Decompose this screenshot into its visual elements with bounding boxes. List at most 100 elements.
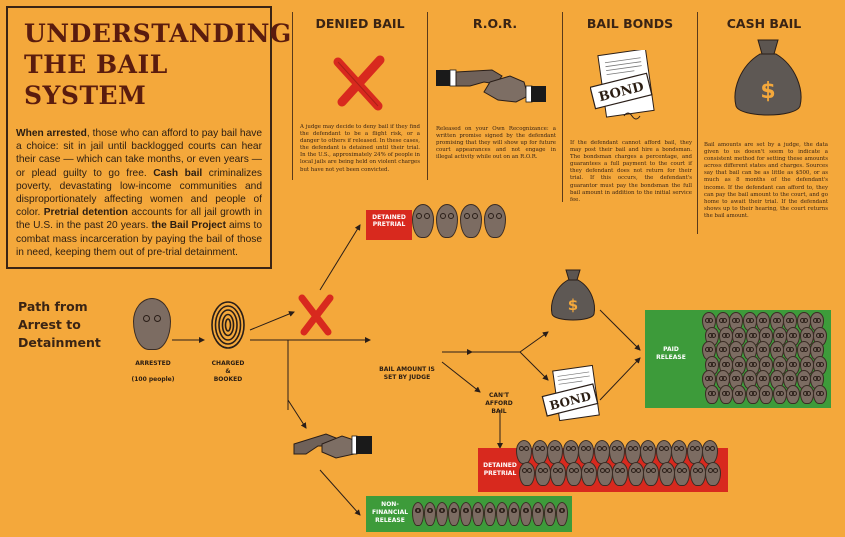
- person-face-icon: [772, 384, 787, 404]
- person-face-icon: [531, 440, 548, 464]
- cant-afford-bail-label: CAN'T AFFORD BAIL: [474, 392, 524, 416]
- intro-panel: UNDERSTANDING THE BAIL SYSTEM When arres…: [6, 6, 292, 269]
- arrested-person-icon: [133, 298, 171, 350]
- detained-top-line-1: DETAINED: [372, 214, 406, 221]
- person-face-icon: [544, 502, 556, 526]
- person-face-icon: [472, 502, 484, 526]
- intro-bold-cash-bail: Cash bail: [153, 167, 203, 179]
- charged-line-2: &: [225, 368, 231, 375]
- cant-afford-line-3: BAIL: [491, 408, 507, 415]
- detained-bottom-line-2: PRETRIAL: [483, 470, 517, 477]
- charged-line-1: CHARGED: [211, 360, 245, 367]
- cant-afford-line-1: CAN'T: [489, 392, 509, 399]
- title-line-1: UNDERSTANDING: [24, 19, 292, 48]
- path-title: Path from Arrest to Detainment: [18, 298, 101, 352]
- detained-bottom-line-1: DETAINED: [483, 462, 517, 469]
- text-ror: Released on your Own Recognizance: a wri…: [436, 126, 556, 161]
- intro-text: When arrested, those who can afford to p…: [16, 127, 262, 259]
- title-line-2: THE BAIL SYSTEM: [24, 50, 168, 110]
- paid-line-2: RELEASE: [656, 354, 686, 361]
- text-denied-bail: A judge may decide to deny bail if they …: [300, 124, 420, 173]
- detained-top-group: [410, 202, 510, 242]
- bail-amount-set-label: BAIL AMOUNT IS SET BY JUDGE: [372, 366, 442, 382]
- intro-bold-arrested: When arrested: [16, 128, 87, 139]
- page-title: UNDERSTANDING THE BAIL SYSTEM: [24, 18, 292, 111]
- person-face-icon: [519, 462, 535, 486]
- person-face-icon: [810, 341, 824, 360]
- svg-text:$: $: [760, 79, 775, 104]
- denied-bail-flow-icon: [298, 294, 334, 336]
- person-face-icon: [578, 440, 594, 464]
- person-face-icon: [596, 462, 613, 486]
- person-face-icon: [565, 462, 582, 486]
- charged-line-3: BOOKED: [213, 376, 243, 383]
- paid-line-1: PAID: [663, 346, 679, 353]
- person-face-icon: [556, 502, 568, 526]
- bail-set-line-2: SET BY JUDGE: [383, 374, 431, 381]
- intro-bold-bail-project: the Bail Project: [151, 220, 226, 232]
- person-face-icon: [547, 440, 563, 464]
- person-face-icon: [643, 462, 659, 486]
- person-face-icon: [732, 384, 746, 404]
- path-title-line-1: Path from: [18, 299, 88, 314]
- person-face-icon: [436, 502, 448, 526]
- person-face-icon: [520, 502, 532, 526]
- person-face-icon: [786, 384, 800, 404]
- bond-document-icon: BOND: [590, 50, 655, 120]
- person-face-icon: [534, 462, 551, 486]
- person-face-icon: [799, 384, 814, 404]
- detained-bottom-group: [516, 438, 728, 490]
- person-face-icon: [484, 502, 496, 526]
- bail-bonds-flow-icon: BOND: [541, 364, 600, 422]
- person-face-icon: [756, 312, 770, 331]
- person-face-icon: [627, 462, 644, 486]
- person-face-icon: [702, 440, 718, 464]
- person-face-icon: [448, 502, 460, 526]
- person-face-icon: [756, 341, 770, 360]
- charged-booked-label: CHARGED & BOOKED: [196, 360, 260, 384]
- person-face-icon: [412, 502, 424, 526]
- person-face-icon: [705, 384, 719, 404]
- path-title-line-3: Detainment: [18, 335, 101, 350]
- text-cash-bail: Bail amounts are set by a judge, the dat…: [704, 142, 828, 219]
- text-bail-bonds: If the defendant cannot afford bail, the…: [570, 140, 692, 203]
- person-face-icon: [640, 440, 656, 464]
- person-face-icon: [516, 440, 532, 464]
- person-face-icon: [496, 502, 508, 526]
- person-face-icon: [705, 462, 721, 486]
- handshake-icon: [436, 69, 546, 103]
- person-face-icon: [562, 440, 579, 464]
- person-face-icon: [810, 312, 824, 331]
- flow-dollar-sign: $: [568, 296, 578, 314]
- intro-sentence-2: criminalizes poverty, devastating low-in…: [16, 167, 263, 219]
- intro-sentence-3: accounts for all jail growth in the U.S.…: [16, 207, 262, 232]
- heading-bail-bonds: BAIL BONDS: [586, 16, 674, 31]
- person-face-icon: [581, 462, 597, 486]
- person-face-icon: [759, 384, 773, 404]
- intro-bold-pretrial: Pretrial detention: [43, 207, 129, 219]
- detained-pretrial-top-box: DETAINED PRETRIAL: [366, 210, 412, 240]
- person-face-icon: [612, 462, 628, 486]
- person-face-icon: [624, 440, 641, 464]
- person-face-icon: [658, 462, 675, 486]
- nonfin-line-3: RELEASE: [375, 517, 405, 524]
- money-bag-icon: $: [734, 39, 802, 116]
- person-face-icon: [686, 440, 703, 464]
- person-face-icon: [508, 502, 520, 526]
- person-face-icon: [593, 440, 610, 464]
- path-title-line-2: Arrest to: [18, 317, 81, 332]
- person-face-icon: [729, 312, 743, 331]
- person-face-icon: [813, 384, 827, 404]
- arrested-label: ARRESTED: [135, 360, 171, 367]
- bail-set-line-1: BAIL AMOUNT IS: [379, 366, 435, 373]
- column-divider: [292, 12, 293, 180]
- person-face-icon: [674, 462, 690, 486]
- ror-flow-icon: [293, 433, 372, 459]
- nonfin-line-1: NON-: [381, 501, 399, 508]
- cant-afford-line-2: AFFORD: [485, 400, 513, 407]
- column-divider: [697, 12, 698, 234]
- arrested-count-label: (100 people): [131, 376, 175, 383]
- person-face-icon: [424, 502, 436, 526]
- heading-cash-bail: CASH BAIL: [726, 16, 802, 31]
